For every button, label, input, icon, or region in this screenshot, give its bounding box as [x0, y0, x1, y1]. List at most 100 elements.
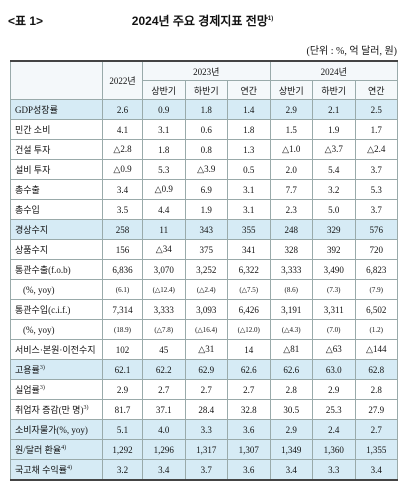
row-label: 취업자 증감(만 명)3) [10, 399, 103, 420]
value-cell: 3,252 [184, 259, 228, 280]
indicator-table: 2022년 2023년 2024년 상반기 하반기 연간 상반기 하반기 연간 GDP성장률 2.… [10, 60, 398, 481]
value-cell: 3.6 [227, 459, 271, 481]
value-cell: 6,322 [227, 259, 271, 280]
table-row: 민간 소비 4.1 3.1 0.6 1.8 1.5 1.9 1.7 [10, 119, 398, 140]
value-cell: 392 [312, 239, 356, 260]
value-cell: △2.4 [354, 139, 398, 160]
value-cell: △3.9 [184, 159, 228, 180]
value-cell: 3.1 [142, 119, 186, 140]
row-label: 원/달러 환율4) [10, 439, 103, 460]
value-cell: 2.9 [312, 379, 356, 400]
corner-cell [10, 60, 103, 100]
value-cell: 28.4 [184, 399, 228, 420]
value-cell: 1.8 [142, 139, 186, 160]
value-cell: △1.0 [269, 139, 313, 160]
value-cell: 62.6 [269, 359, 313, 380]
table-row: 고용률3) 62.1 62.2 62.9 62.6 62.6 63.0 62.8 [10, 359, 398, 380]
value-cell: 720 [354, 239, 398, 260]
period-header: 상반기 [142, 80, 186, 100]
value-cell: 3.5 [102, 199, 143, 220]
value-cell: 3.3 [312, 459, 356, 481]
value-cell: 3,490 [312, 259, 356, 280]
value-cell: 329 [312, 219, 356, 240]
value-cell: 1.9 [184, 199, 228, 220]
row-label-text: (%, yoy) [23, 284, 55, 295]
value-cell: 3.7 [354, 199, 398, 220]
period-header: 상반기 [269, 80, 313, 100]
value-cell: 2.8 [354, 379, 398, 400]
value-cell: 62.9 [184, 359, 228, 380]
row-label: 총수입 [10, 199, 103, 220]
value-cell: 2.9 [269, 419, 313, 440]
value-cell: 37.1 [142, 399, 186, 420]
row-label: 실업률3) [10, 379, 103, 400]
value-cell: (△7.5) [227, 279, 271, 300]
value-cell: 3.4 [102, 179, 143, 200]
title: 2024년 주요 경제지표 전망1) [0, 12, 405, 29]
table-row: 국고채 수익률4) 3.2 3.4 3.7 3.6 3.4 3.3 3.4 [10, 459, 398, 481]
period-header: 하반기 [184, 80, 228, 100]
period-header: 연간 [227, 80, 271, 100]
row-label-text: 상품수지 [15, 245, 49, 255]
row-label-text: 국고채 수익률 [15, 465, 67, 475]
table-row: 취업자 증감(만 명)3) 81.7 37.1 28.4 32.8 30.5 25.3 27.… [10, 399, 398, 420]
value-cell: 2.7 [142, 379, 186, 400]
title-note: 1) [267, 16, 274, 22]
table-row: (%, yoy) (6.1) (△12.4) (△2.4) (△7.5) (8.6) (7.… [10, 279, 398, 300]
value-cell: (△7.8) [142, 319, 186, 340]
value-cell: 7.7 [269, 179, 313, 200]
value-cell: 14 [227, 339, 271, 360]
row-note: 3) [39, 365, 45, 371]
value-cell: 4.1 [102, 119, 143, 140]
value-cell: △2.8 [102, 139, 143, 160]
value-cell: 3.6 [227, 419, 271, 440]
value-cell: 2.5 [354, 99, 398, 120]
value-cell: △81 [269, 339, 313, 360]
value-cell: 3.4 [269, 459, 313, 481]
year-header: 2022년 [102, 60, 143, 100]
value-cell: 1,355 [354, 439, 398, 460]
value-cell: 1,317 [184, 439, 228, 460]
value-cell: 2.8 [269, 379, 313, 400]
value-cell: 6.9 [184, 179, 228, 200]
value-cell: 3.4 [142, 459, 186, 481]
value-cell: 3,070 [142, 259, 186, 280]
title-text: 2024년 주요 경제지표 전망 [131, 14, 268, 28]
value-cell: (1.2) [354, 319, 398, 340]
value-cell: 1.8 [184, 99, 228, 120]
value-cell: 3,191 [269, 299, 313, 320]
table-tag: <표 1> [8, 14, 44, 28]
value-cell: 1.5 [269, 119, 313, 140]
table-row: (%, yoy) (18.9) (△7.8) (△16.4) (△12.0) (△4.3)… [10, 319, 398, 340]
value-cell: 248 [269, 219, 313, 240]
row-label-text: 원/달러 환율 [15, 445, 62, 455]
header-row: 2022년 2023년 2024년 [10, 60, 398, 100]
value-cell: 341 [227, 239, 271, 260]
value-cell: 6,823 [354, 259, 398, 280]
value-cell: △31 [184, 339, 228, 360]
row-label-text: 총수출 [15, 185, 40, 195]
value-cell: 0.8 [184, 139, 228, 160]
value-cell: (△2.4) [184, 279, 228, 300]
value-cell: 328 [269, 239, 313, 260]
row-label-text: 건설 투자 [15, 145, 51, 155]
value-cell: 2.1 [312, 99, 356, 120]
value-cell: 3.7 [184, 459, 228, 481]
table-row: 건설 투자 △2.8 1.8 0.8 1.3 △1.0 △3.7 △2.4 [10, 139, 398, 160]
value-cell: △34 [142, 239, 186, 260]
value-cell: 5.4 [312, 159, 356, 180]
value-cell: 45 [142, 339, 186, 360]
value-cell: (7.9) [354, 279, 398, 300]
table-row: 상품수지 156 △34 375 341 328 392 720 [10, 239, 398, 260]
value-cell: 1,360 [312, 439, 356, 460]
value-cell: 5.3 [142, 159, 186, 180]
value-cell: 102 [102, 339, 143, 360]
value-cell: (7.0) [312, 319, 356, 340]
value-cell: 3.4 [354, 459, 398, 481]
value-cell: (△12.4) [142, 279, 186, 300]
value-cell: 3.1 [227, 199, 271, 220]
table-row: 원/달러 환율4) 1,292 1,296 1,317 1,307 1,349 1,360 1… [10, 439, 398, 460]
value-cell: 1,349 [269, 439, 313, 460]
value-cell: 1.3 [227, 139, 271, 160]
value-cell: (△4.3) [269, 319, 313, 340]
